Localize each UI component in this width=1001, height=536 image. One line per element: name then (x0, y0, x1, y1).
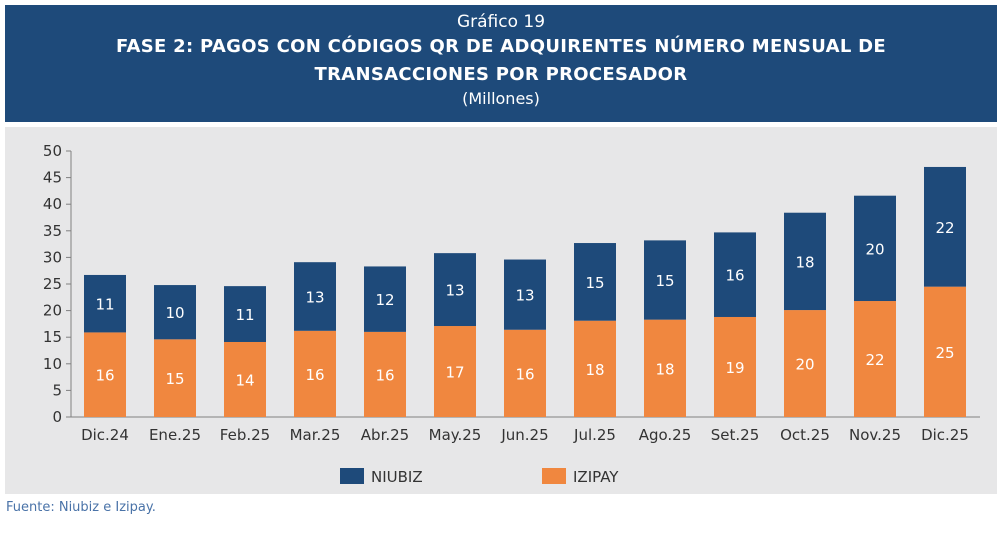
bar-niubiz (364, 266, 406, 332)
bar-niubiz (784, 212, 826, 311)
bar-izipay (294, 330, 336, 417)
x-tick-label: Jul.25 (573, 426, 616, 444)
bar-izipay (854, 301, 896, 417)
data-label-izipay: 18 (655, 360, 674, 378)
y-tick-label: 45 (43, 169, 62, 187)
bar-izipay (504, 329, 546, 417)
bar-niubiz (574, 243, 616, 321)
x-tick-label: Nov.25 (849, 426, 901, 444)
source-note: Fuente: Niubiz e Izipay. (6, 500, 156, 515)
bar-izipay (714, 316, 756, 417)
y-tick-label: 50 (43, 142, 62, 160)
bar-niubiz (854, 195, 896, 302)
data-label-niubiz: 15 (655, 272, 674, 290)
data-label-izipay: 16 (95, 367, 114, 385)
legend-swatch-niubiz (340, 468, 364, 484)
data-label-izipay: 25 (935, 344, 954, 362)
bar-izipay (224, 341, 266, 417)
y-tick-label: 30 (43, 248, 62, 266)
data-label-izipay: 16 (305, 366, 324, 384)
bar-izipay (644, 319, 686, 417)
y-tick-label: 15 (43, 328, 62, 346)
chart-panel: 0 5 10 15 20 25 30 35 40 45 50 16 11 Dic.24 15 10 Ene.25… (5, 127, 997, 494)
bar-niubiz (224, 286, 266, 342)
bar-niubiz (714, 232, 756, 317)
data-label-izipay: 20 (795, 356, 814, 374)
stacked-bar-chart: 0 5 10 15 20 25 30 35 40 45 50 16 11 Dic.24 15 10 Ene.25… (43, 142, 980, 486)
x-tick-label: Ago.25 (639, 426, 692, 444)
data-label-izipay: 22 (865, 351, 884, 369)
y-tick-label: 35 (43, 222, 62, 240)
x-tick-label: Abr.25 (361, 426, 409, 444)
data-label-niubiz: 10 (165, 304, 184, 322)
data-label-niubiz: 20 (865, 240, 884, 258)
chart-title-line1: FASE 2: PAGOS CON CÓDIGOS QR DE ADQUIREN… (115, 36, 887, 57)
bar-izipay (574, 320, 616, 417)
chart-unit: (Millones) (462, 89, 540, 108)
y-tick-label: 25 (43, 275, 62, 293)
bar-izipay (364, 331, 406, 417)
data-label-izipay: 14 (235, 371, 254, 389)
chart-title-line2: TRANSACCIONES POR PROCESADOR (314, 64, 688, 85)
y-tick-label: 0 (52, 408, 62, 426)
legend-label-niubiz: NIUBIZ (371, 468, 423, 486)
bar-niubiz (294, 262, 336, 331)
bar-niubiz (924, 166, 966, 287)
x-tick-label: Dic.25 (921, 426, 969, 444)
y-tick-label: 5 (52, 381, 62, 399)
legend-label-izipay: IZIPAY (573, 468, 619, 486)
x-tick-label: Jun.25 (500, 426, 548, 444)
data-label-izipay: 19 (725, 359, 744, 377)
data-label-izipay: 17 (445, 364, 464, 382)
data-label-izipay: 16 (515, 365, 534, 383)
data-label-izipay: 15 (165, 370, 184, 388)
bar-izipay (434, 326, 476, 417)
chart-header: Gráfico 19 FASE 2: PAGOS CON CÓDIGOS QR … (5, 5, 997, 122)
data-label-niubiz: 13 (515, 287, 534, 305)
data-label-niubiz: 22 (935, 219, 954, 237)
data-label-niubiz: 13 (445, 282, 464, 300)
y-tick-label: 20 (43, 302, 62, 320)
bar-niubiz (644, 240, 686, 320)
x-tick-label: Mar.25 (290, 426, 341, 444)
bar-niubiz (84, 274, 126, 333)
bar-izipay (84, 332, 126, 417)
x-tick-label: Ene.25 (149, 426, 201, 444)
data-label-niubiz: 12 (375, 291, 394, 309)
bar-izipay (784, 310, 826, 417)
bar-niubiz (504, 259, 546, 330)
data-label-niubiz: 11 (95, 296, 114, 314)
data-label-niubiz: 15 (585, 274, 604, 292)
x-tick-label: Dic.24 (81, 426, 129, 444)
y-tick-label: 40 (43, 195, 62, 213)
bar-izipay (924, 286, 966, 417)
y-tick-label: 10 (43, 355, 62, 373)
x-tick-label: Oct.25 (780, 426, 830, 444)
data-label-izipay: 18 (585, 361, 604, 379)
data-label-niubiz: 18 (795, 253, 814, 271)
bar-niubiz (154, 285, 196, 340)
legend-swatch-izipay (542, 468, 566, 484)
data-label-niubiz: 16 (725, 267, 744, 285)
chart-number: Gráfico 19 (456, 12, 546, 32)
x-tick-label: Feb.25 (220, 426, 270, 444)
bar-izipay (154, 339, 196, 417)
data-label-niubiz: 13 (305, 289, 324, 307)
x-tick-label: Set.25 (711, 426, 760, 444)
x-tick-label: May.25 (429, 426, 482, 444)
bar-niubiz (434, 253, 476, 327)
data-label-niubiz: 11 (235, 306, 254, 324)
data-label-izipay: 16 (375, 366, 394, 384)
